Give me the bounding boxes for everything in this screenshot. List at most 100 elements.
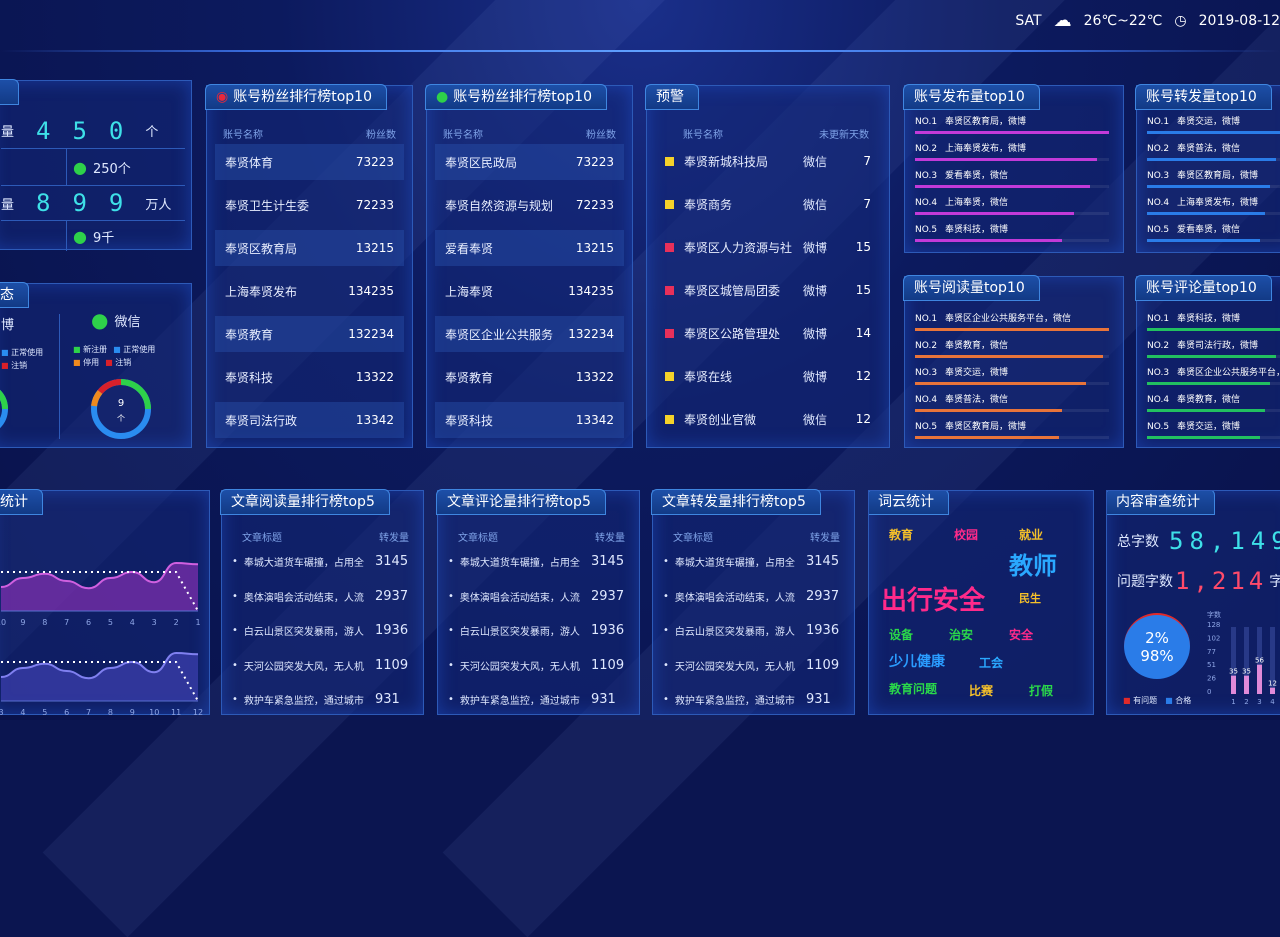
warning-row[interactable]: 奉贤新城科技局 微信 7 [655,143,881,179]
table-row[interactable]: 奉贤区教育局 13215 [215,230,404,266]
ranking-bar-fill [915,409,1063,412]
table-row[interactable]: 奉贤区企业公共服务 132234 [435,316,624,352]
bar[interactable] [1244,675,1249,694]
table-row[interactable]: 奉贤区民政局 73223 [435,144,624,180]
table-row[interactable]: 奉贤体育 73223 [215,144,404,180]
table-row[interactable]: 爱看奉贤 13215 [435,230,624,266]
panel-title-text: 文章转发量排行榜top5 [662,494,806,510]
y-tick-label: 102 [1207,634,1220,642]
word-cloud-word[interactable]: 教育 [889,528,914,542]
word-cloud-word[interactable]: 设备 [889,628,914,642]
ranking-item[interactable]: NO.1 奉贤交运，微博 [1147,114,1280,134]
article-row[interactable]: • 救护车紧急监控，通过城市 931 [232,692,417,707]
ranking-item[interactable]: NO.4 上海奉贤发布，微博 [1147,195,1280,215]
ranking-item[interactable]: NO.3 奉贤区企业公共服务平台，微信 [1147,365,1280,385]
panel-title-text: 账号粉丝排行榜top10 [453,89,592,105]
donut-unit: 个 [117,414,125,423]
pie-ok-pct: 98% [1140,647,1174,665]
fans-count: 13322 [575,370,614,384]
warning-row[interactable]: 奉贤区公路管理处 微博 14 [655,315,881,351]
word-cloud-word[interactable]: 比赛 [969,684,994,698]
ranking-bar-fill [915,185,1090,188]
x-tick-label: 6 [86,618,91,627]
article-row[interactable]: • 奥体演唱会活动结束，人流 2937 [232,589,417,604]
ranking-item[interactable]: NO.5 爱看奉贤，微信 [1147,222,1280,242]
ranking-item[interactable]: NO.4 奉贤普法，微信 [915,392,1109,412]
article-row[interactable]: • 天河公园突发大风，无人机 1109 [232,658,417,673]
word-cloud-word[interactable]: 教师 [1009,552,1057,580]
article-row[interactable]: • 天河公园突发大风，无人机 1109 [663,658,848,673]
temperature: 26℃~22℃ [1083,12,1163,29]
ranking-item[interactable]: NO.4 奉贤教育，微信 [1147,392,1280,412]
ranking-item[interactable]: NO.2 奉贤普法，微信 [1147,141,1280,161]
article-row[interactable]: • 救护车紧急监控，通过城市 931 [448,692,633,707]
rank: NO.1 [1147,314,1170,324]
bar[interactable] [1257,664,1262,694]
account-name: 上海奉贤 [445,284,494,299]
article-row[interactable]: • 白云山景区突发暴雨，游人 1936 [232,623,417,638]
bar[interactable] [1270,687,1275,694]
article-row[interactable]: • 天河公园突发大风，无人机 1109 [448,658,633,673]
ranking-item[interactable]: NO.1 奉贤区教育局，微博 [915,114,1109,134]
article-row[interactable]: • 奉城大道货车碾撞，占用全 3145 [663,554,848,569]
platform: 微信 [803,154,828,169]
ranking-item[interactable]: NO.2 奉贤教育，微信 [915,338,1109,358]
table-row[interactable]: 奉贤科技 13322 [215,359,404,395]
word-cloud-word[interactable]: 出行安全 [881,586,986,616]
table-row[interactable]: 奉贤自然资源与规划 72233 [435,187,624,223]
word-cloud-word[interactable]: 教育问题 [889,682,938,696]
warning-row[interactable]: 奉贤在线 微博 12 [655,358,881,394]
warning-row[interactable]: 奉贤区人力资源与社 微博 15 [655,229,881,265]
article-forward-count: 1936 [591,623,625,638]
word-cloud-word[interactable]: 校园 [954,528,979,542]
ranking-item[interactable]: NO.1 奉贤区企业公共服务平台，微信 [915,311,1109,331]
bar-track [1270,627,1275,694]
days-not-updated: 15 [855,283,871,297]
table-row[interactable]: 奉贤教育 132234 [215,316,404,352]
ranking-item[interactable]: NO.3 奉贤交运，微博 [915,365,1109,385]
ranking-item[interactable]: NO.2 上海奉贤发布，微博 [915,141,1109,161]
article-row[interactable]: • 白云山景区突发暴雨，游人 1936 [448,623,633,638]
word-cloud-word[interactable]: 少儿健康 [889,654,945,670]
fans-count: 132234 [348,327,394,341]
article-row[interactable]: • 奉城大道货车碾撞，占用全 3145 [232,554,417,569]
word-cloud-word[interactable]: 安全 [1009,628,1034,642]
word-cloud-word[interactable]: 工会 [979,656,1004,670]
ranking-bar [1147,239,1280,242]
table-row[interactable]: 奉贤司法行政 13342 [215,402,404,438]
article-row[interactable]: • 白云山景区突发暴雨，游人 1936 [663,623,848,638]
article-row[interactable]: • 救护车紧急监控，通过城市 931 [663,692,848,707]
days-not-updated: 7 [863,154,871,168]
ranking-item[interactable]: NO.3 爱看奉贤，微信 [915,168,1109,188]
ranking-item[interactable]: NO.3 奉贤区教育局，微博 [1147,168,1280,188]
ranking-item[interactable]: NO.4 上海奉贤，微信 [915,195,1109,215]
ranking-item[interactable]: NO.2 奉贤司法行政，微博 [1147,338,1280,358]
article-row[interactable]: • 奥体演唱会活动结束，人流 2937 [448,589,633,604]
warning-row[interactable]: 奉贤创业官微 微信 12 [655,401,881,437]
ranking-item[interactable]: NO.5 奉贤区教育局，微博 [915,419,1109,439]
word-cloud-word[interactable]: 民生 [1019,592,1041,605]
warning-row[interactable]: 奉贤商务 微信 7 [655,186,881,222]
table-row[interactable]: 奉贤教育 13322 [435,359,624,395]
ranking-item[interactable]: NO.1 奉贤科技，微博 [1147,311,1280,331]
table-row[interactable]: 上海奉贤发布 134235 [215,273,404,309]
article-row[interactable]: • 奉城大道货车碾撞，占用全 3145 [448,554,633,569]
x-tick-label: 3 [0,708,4,716]
word-cloud-word[interactable]: 就业 [1019,528,1044,542]
x-tick-label: 6 [64,708,69,716]
fans-count: 72233 [355,198,394,212]
table-row[interactable]: 奉贤卫生计生委 72233 [215,187,404,223]
bar[interactable] [1231,675,1236,694]
ranking-bar [915,158,1109,161]
article-title: 白云山景区突发暴雨，游人 [243,627,364,638]
table-row[interactable]: 奉贤科技 13342 [435,402,624,438]
word-cloud-word[interactable]: 治安 [949,628,974,642]
x-tick-label: 3 [1257,698,1261,706]
ranking-item[interactable]: NO.5 奉贤交运，微博 [1147,419,1280,439]
ranking-item[interactable]: NO.5 奉贤科技，微博 [915,222,1109,242]
article-row[interactable]: • 奥体演唱会活动结束，人流 2937 [663,589,848,604]
warning-row[interactable]: 奉贤区城管局团委 微博 15 [655,272,881,308]
word-cloud-word[interactable]: 打假 [1029,684,1054,698]
table-row[interactable]: 上海奉贤 134235 [435,273,624,309]
ranking-bar [1147,212,1280,215]
